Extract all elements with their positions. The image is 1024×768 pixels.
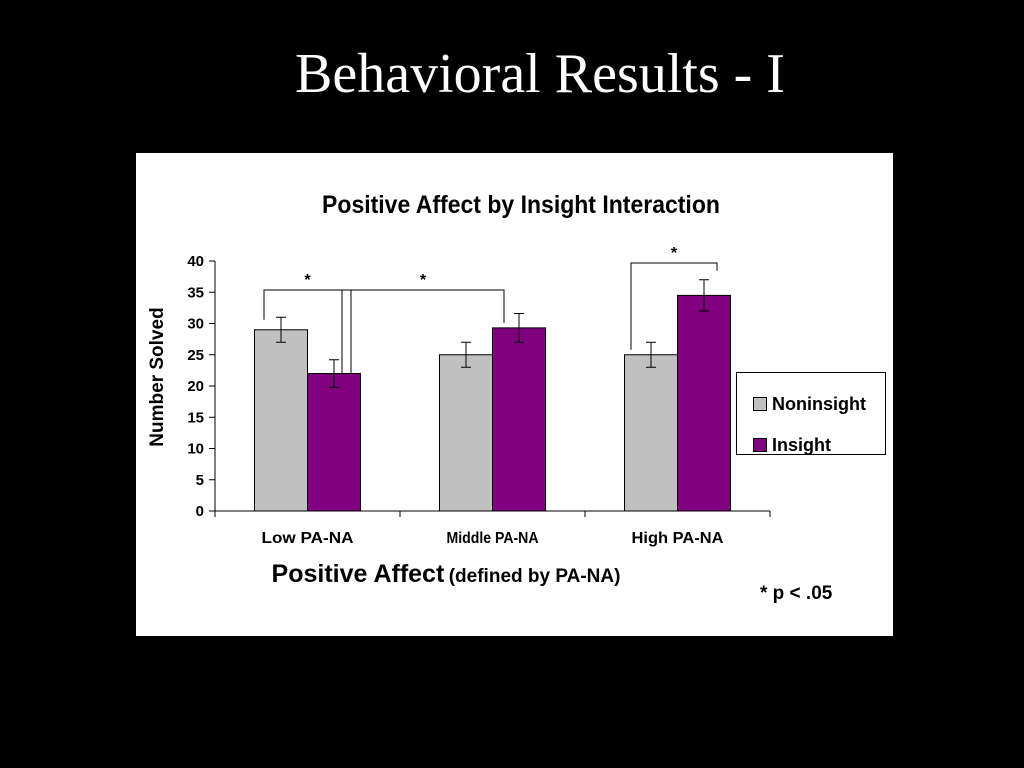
legend-swatch-insight [753, 438, 767, 452]
y-tick-label-35: 35 [187, 284, 204, 301]
y-tick-label-30: 30 [187, 316, 204, 333]
bar-chart: 0 5 10 15 20 25 30 35 40 Low PA-NA Middle PA-NA Hig… [187, 245, 771, 547]
y-tick-label-5: 5 [196, 472, 204, 489]
y-tick-label-10: 10 [187, 441, 204, 458]
significance-label-1: * [420, 272, 427, 289]
bar-insight-1 [492, 327, 546, 512]
bar-noninsight-2 [624, 354, 678, 512]
significance-label-2: * [671, 245, 678, 262]
x-category-label-0: Low PA-NA [262, 530, 354, 547]
y-axis-label-text: Number Solved [147, 307, 168, 447]
bar-noninsight-0 [254, 329, 308, 512]
bar-insight-2 [677, 294, 731, 512]
legend-label-noninsight: Noninsight [772, 393, 866, 414]
x-axis-label-main: Positive Affect [271, 560, 445, 588]
y-tick-label-15: 15 [187, 409, 204, 426]
legend-item-noninsight: Noninsight [753, 394, 866, 414]
y-tick-label-0: 0 [196, 503, 204, 520]
x-axis-label: Positive Affect (defined by PA-NA) [136, 560, 756, 589]
y-tick-label-25: 25 [187, 347, 204, 364]
x-axis-label-sub: (defined by PA-NA) [448, 566, 621, 587]
x-category-label-2: High PA-NA [632, 530, 724, 547]
legend-label-insight: Insight [772, 434, 831, 455]
significance-bracket-0 [263, 289, 352, 374]
chart-legend: Noninsight Insight [736, 372, 886, 455]
significance-label-0: * [304, 272, 311, 289]
significance-footnote: * p < .05 [760, 583, 833, 604]
y-tick-label-20: 20 [187, 378, 204, 395]
significance-bracket-2 [630, 262, 718, 350]
legend-swatch-noninsight [753, 397, 767, 411]
slide-title: Behavioral Results - I [295, 43, 785, 105]
x-category-label-1: Middle PA-NA [447, 530, 539, 547]
bar-noninsight-1 [439, 354, 493, 512]
chart-title: Positive Affect by Insight Interaction [322, 191, 720, 219]
bar-insight-0 [307, 373, 361, 512]
y-tick-label-40: 40 [187, 253, 204, 270]
chart-panel: 0 5 10 15 20 25 30 35 40 Low PA-NA Middle PA-NA Hig… [136, 153, 893, 636]
significance-bracket-1 [341, 289, 505, 376]
legend-item-insight: Insight [753, 435, 831, 455]
